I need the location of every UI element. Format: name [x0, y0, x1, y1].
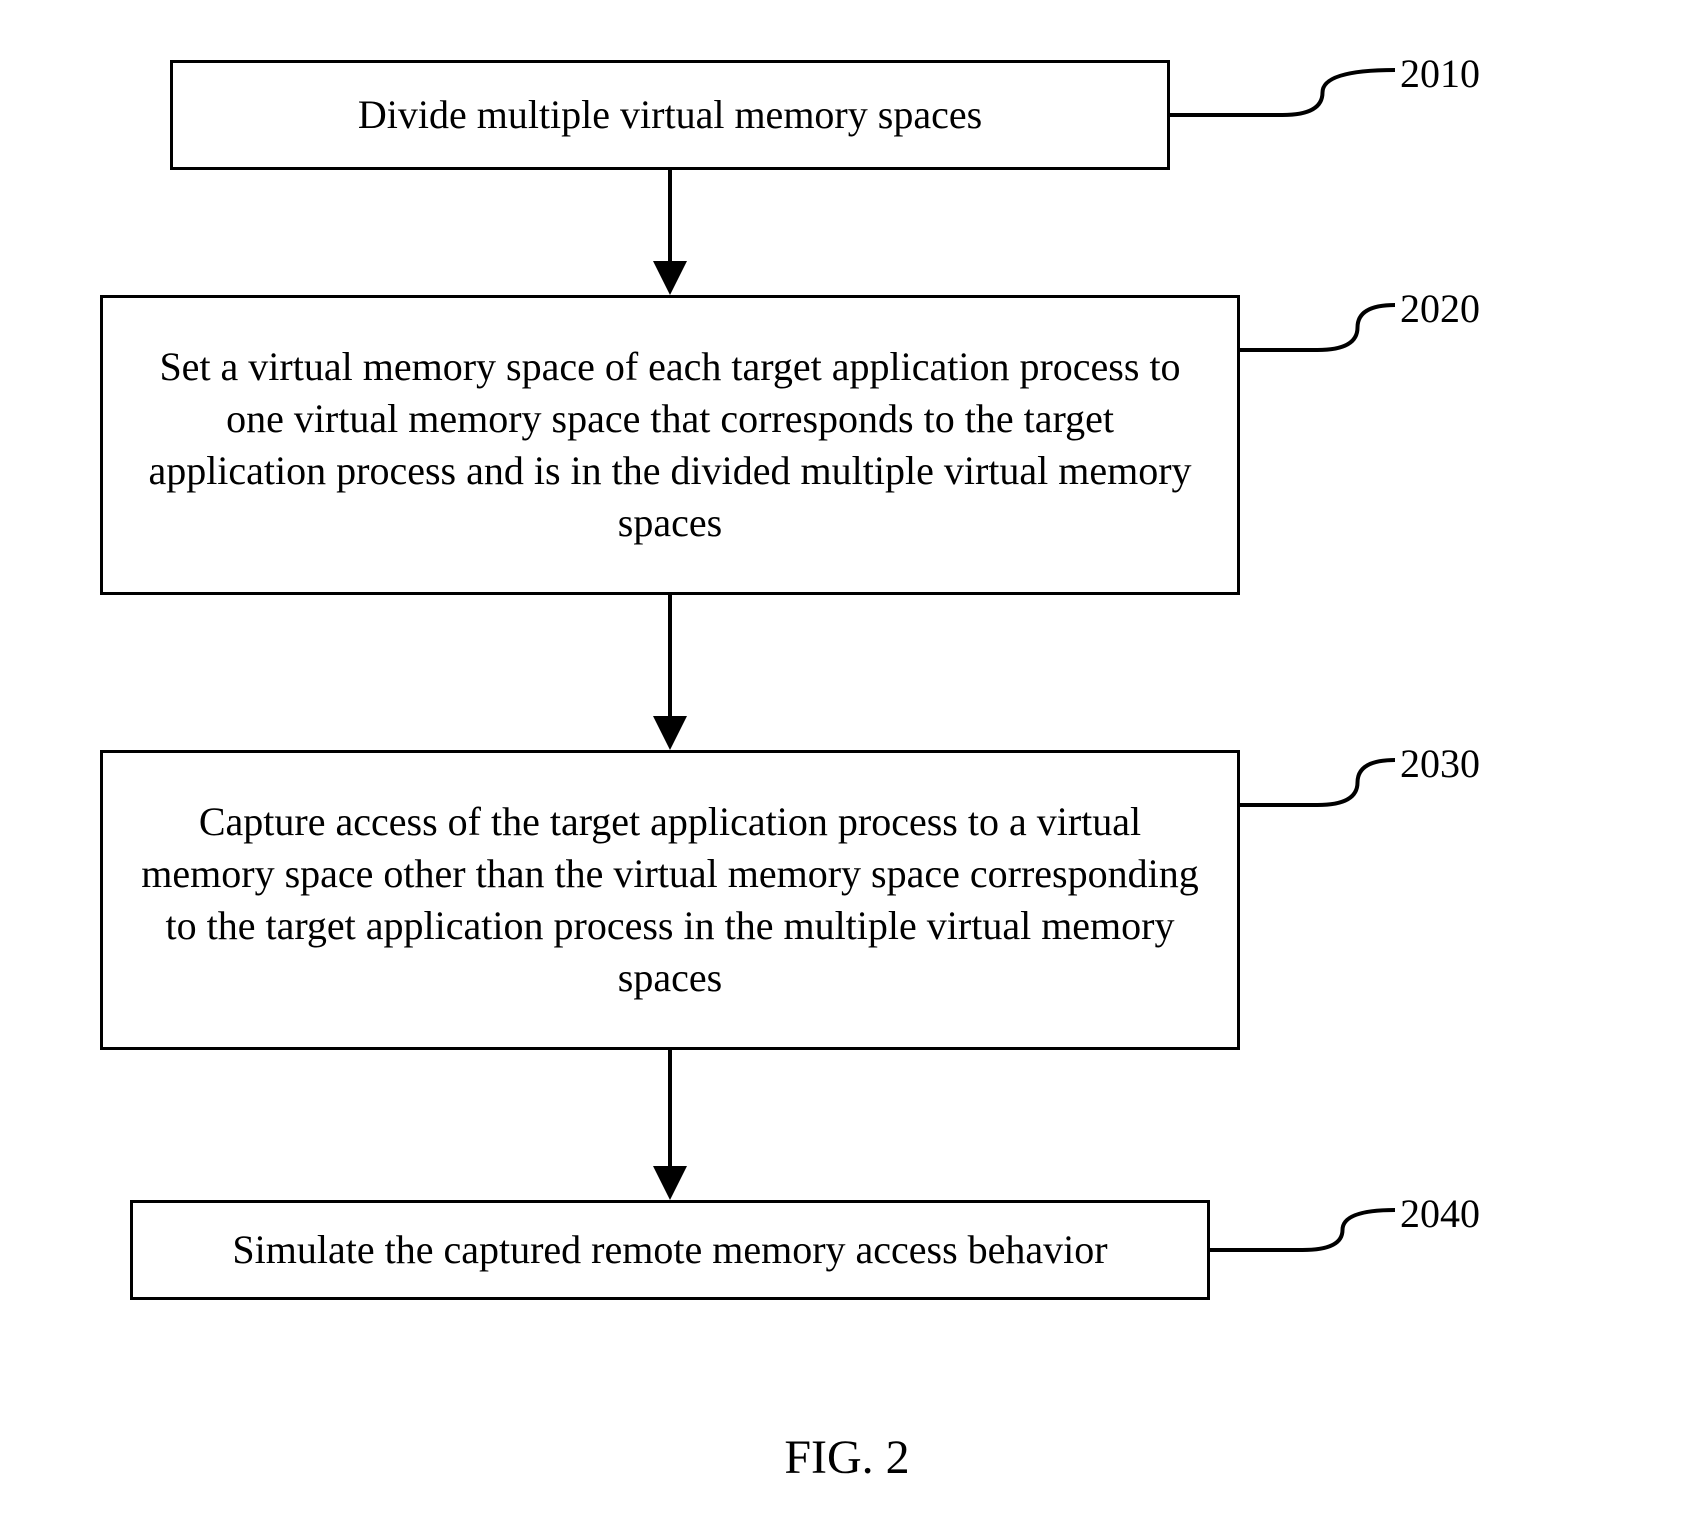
arrow-head-icon: [653, 261, 687, 295]
arrow-head-icon: [653, 716, 687, 750]
connector-curve: [1230, 295, 1405, 360]
figure-caption: FIG. 2: [784, 1430, 909, 1485]
connector-curve: [1200, 1200, 1405, 1260]
connector-curve: [1230, 750, 1405, 815]
node-label-n1: 2010: [1400, 50, 1480, 97]
flowchart-node-n3: Capture access of the target application…: [100, 750, 1240, 1050]
node-text: Set a virtual memory space of each targe…: [133, 341, 1207, 549]
arrow-line: [668, 1050, 672, 1166]
connector-curve: [1160, 60, 1405, 125]
flowchart-container: Divide multiple virtual memory spaces 201…: [0, 0, 1694, 1529]
arrow-head-icon: [653, 1166, 687, 1200]
arrow-line: [668, 595, 672, 716]
flowchart-node-n1: Divide multiple virtual memory spaces: [170, 60, 1170, 170]
node-text: Capture access of the target application…: [133, 796, 1207, 1004]
arrow-line: [668, 170, 672, 261]
node-text: Divide multiple virtual memory spaces: [358, 89, 982, 141]
node-text: Simulate the captured remote memory acce…: [232, 1224, 1107, 1276]
node-label-n2: 2020: [1400, 285, 1480, 332]
node-label-n4: 2040: [1400, 1190, 1480, 1237]
flowchart-node-n2: Set a virtual memory space of each targe…: [100, 295, 1240, 595]
node-label-n3: 2030: [1400, 740, 1480, 787]
flowchart-node-n4: Simulate the captured remote memory acce…: [130, 1200, 1210, 1300]
